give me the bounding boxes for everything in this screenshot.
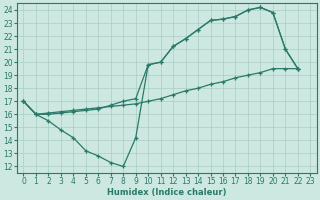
X-axis label: Humidex (Indice chaleur): Humidex (Indice chaleur) <box>107 188 227 197</box>
